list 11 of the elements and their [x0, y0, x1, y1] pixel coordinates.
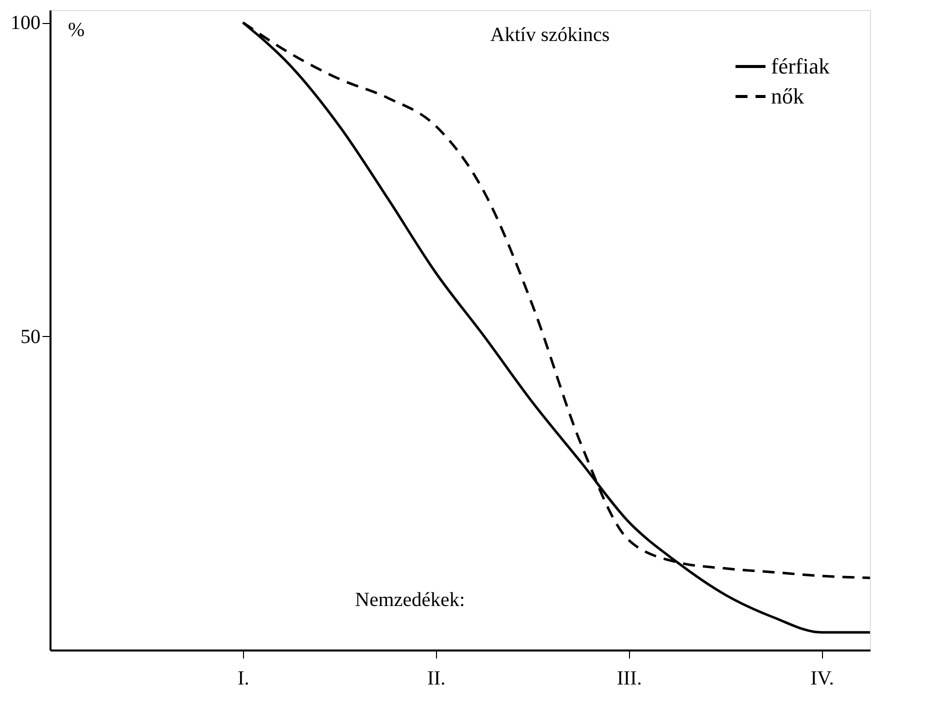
- x-tick-label: I.: [238, 668, 250, 690]
- text: Aktív szókincs: [490, 24, 610, 46]
- legend-label: nők: [771, 84, 804, 108]
- x-axis-title: Nemzedékek:: [355, 589, 465, 611]
- y-tick-label: 50: [20, 326, 40, 348]
- x-tick-label: III.: [616, 668, 642, 690]
- y-axis-title: %: [68, 19, 85, 41]
- y-tick-label: 100: [10, 12, 40, 34]
- x-tick-label: IV.: [810, 668, 834, 690]
- legend-label: férfiak: [771, 54, 830, 78]
- x-tick-label: II.: [427, 668, 446, 690]
